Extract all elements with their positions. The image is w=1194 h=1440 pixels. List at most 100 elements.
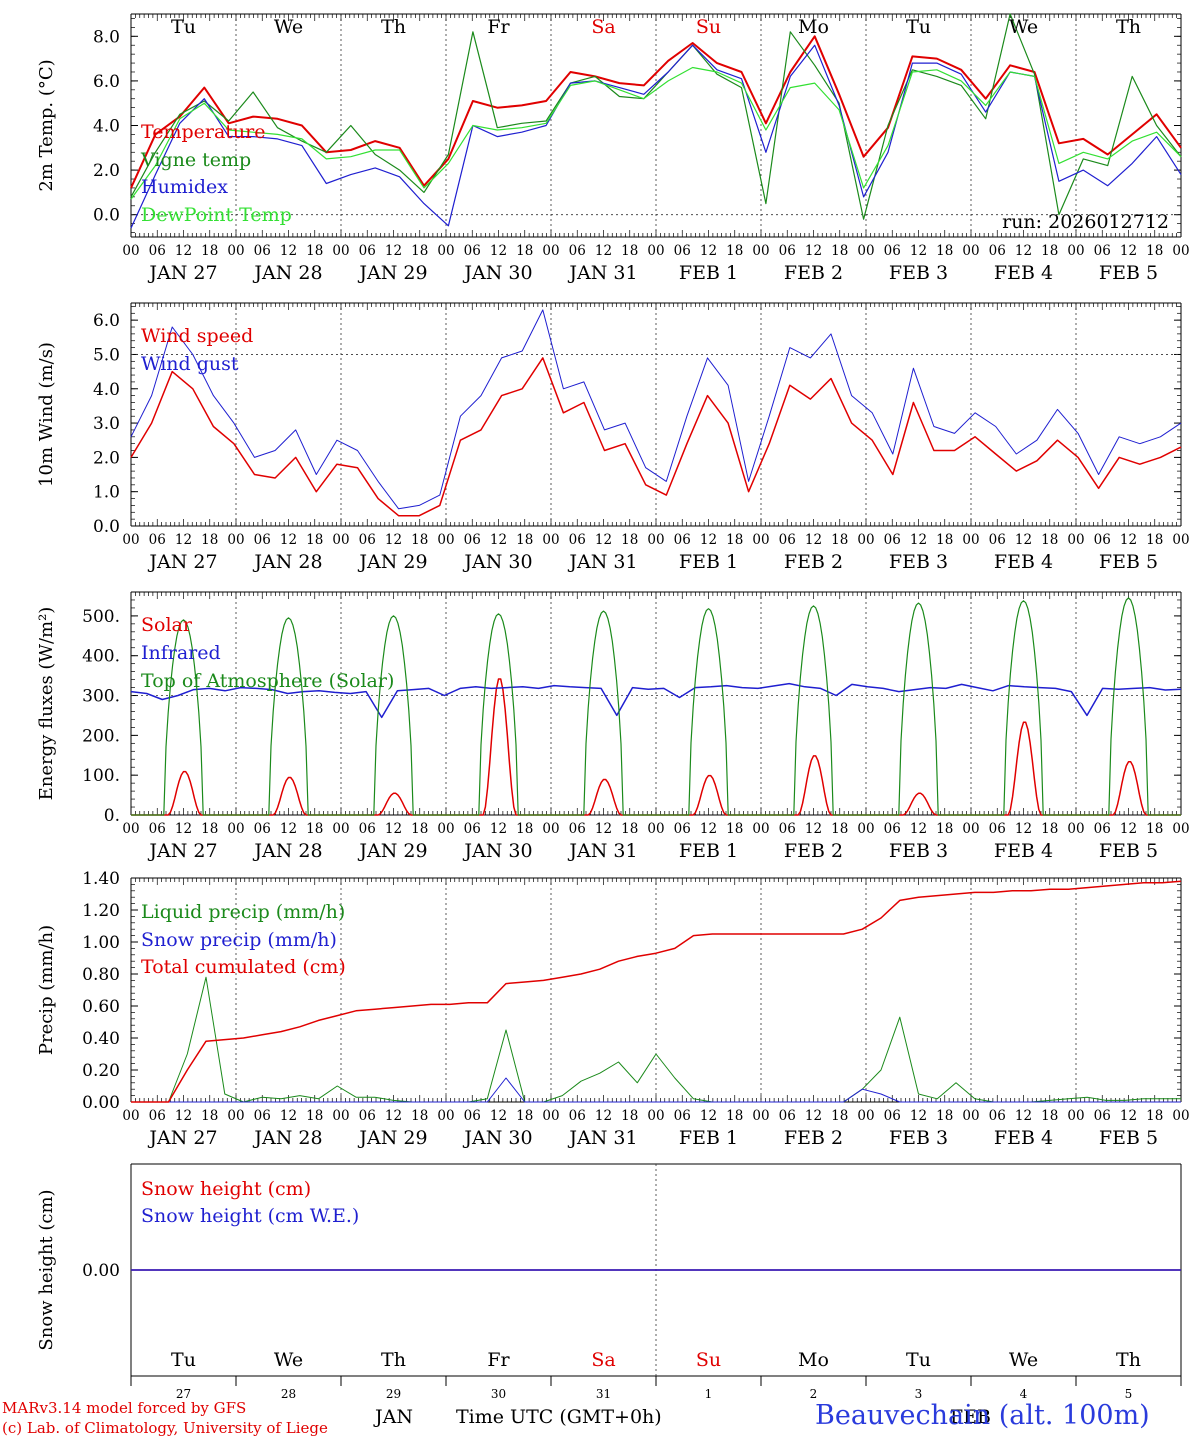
hour-label: 18 <box>516 821 533 837</box>
hour-label: 12 <box>490 532 507 548</box>
hour-label: 00 <box>122 821 139 837</box>
day-number: 3 <box>915 1387 923 1401</box>
series-total-cumulated-cm <box>131 880 1182 1103</box>
hour-label: 18 <box>936 532 953 548</box>
hour-label: 18 <box>306 532 323 548</box>
hour-label: 12 <box>490 821 507 837</box>
hour-label: 12 <box>910 821 927 837</box>
y-tick-label: 2.0 <box>93 161 120 181</box>
hour-label: 12 <box>910 1108 927 1124</box>
day-number: 27 <box>176 1387 191 1401</box>
date-label: JAN 31 <box>567 551 637 573</box>
date-label: FEB 5 <box>1099 840 1158 862</box>
hour-label: 00 <box>962 532 979 548</box>
hour-label: 00 <box>752 821 769 837</box>
hour-label: 12 <box>280 243 297 259</box>
weekday-label-bottom: Sa <box>591 1349 615 1371</box>
weekday-label-bottom: Th <box>381 1349 406 1371</box>
hour-label: 06 <box>884 532 901 548</box>
hour-label: 18 <box>936 243 953 259</box>
hour-label: 12 <box>280 1108 297 1124</box>
legend-dewpoint-temp: DewPoint Temp <box>141 204 292 226</box>
hour-label: 00 <box>542 1108 559 1124</box>
legend-wind-gust: Wind gust <box>141 353 239 375</box>
hour-label: 18 <box>306 1108 323 1124</box>
hour-label: 00 <box>227 821 244 837</box>
y-axis-label: Energy fluxes (W/m²) <box>36 607 57 801</box>
hour-label: 00 <box>647 532 664 548</box>
legend-total-cumulated-cm: Total cumulated (cm) <box>141 956 346 978</box>
date-label: JAN 29 <box>357 1127 427 1149</box>
hour-label: 06 <box>149 243 166 259</box>
day-number: 5 <box>1125 1387 1133 1401</box>
hour-label: 12 <box>175 821 192 837</box>
hour-label: 00 <box>752 1108 769 1124</box>
hour-label: 06 <box>359 243 376 259</box>
hour-label: 12 <box>595 532 612 548</box>
hour-label: 12 <box>805 532 822 548</box>
date-label: JAN 27 <box>147 840 217 862</box>
weekday-label-bottom: Mo <box>798 1349 829 1371</box>
hour-label: 12 <box>1120 821 1137 837</box>
series-humidex <box>130 44 1182 229</box>
hour-label: 00 <box>227 243 244 259</box>
weekday-label-bottom: Tu <box>906 1349 931 1371</box>
weekday-label: Su <box>696 16 721 38</box>
hour-label: 06 <box>149 821 166 837</box>
hour-label: 12 <box>1015 821 1032 837</box>
date-label: FEB 4 <box>994 551 1053 573</box>
hour-label: 06 <box>674 821 691 837</box>
y-tick-label: 1.0 <box>93 483 120 503</box>
hour-label: 06 <box>569 1108 586 1124</box>
legend-infrared: Infrared <box>141 642 221 664</box>
hour-label: 06 <box>464 1108 481 1124</box>
hour-label: 18 <box>516 1108 533 1124</box>
hour-label: 18 <box>201 821 218 837</box>
hour-label: 06 <box>989 1108 1006 1124</box>
y-tick-label: 1.20 <box>82 901 120 921</box>
date-label: JAN 28 <box>252 262 322 284</box>
hour-label: 12 <box>385 1108 402 1124</box>
y-tick-label: 400. <box>82 647 120 667</box>
hour-label: 06 <box>674 243 691 259</box>
date-label: JAN 27 <box>147 262 217 284</box>
hour-label: 00 <box>962 1108 979 1124</box>
hour-label: 18 <box>726 821 743 837</box>
hour-label: 12 <box>175 1108 192 1124</box>
y-tick-label: 6.0 <box>93 311 120 331</box>
hour-label: 18 <box>1146 1108 1163 1124</box>
weekday-label: Mo <box>798 16 829 38</box>
hour-label: 06 <box>254 821 271 837</box>
hour-label: 12 <box>805 243 822 259</box>
hour-label: 06 <box>254 243 271 259</box>
date-label: JAN 27 <box>147 1127 217 1149</box>
hour-label: 18 <box>201 532 218 548</box>
hour-label: 06 <box>464 821 481 837</box>
date-label: FEB 2 <box>784 262 843 284</box>
hour-label: 00 <box>437 243 454 259</box>
y-tick-label: 8.0 <box>93 27 120 47</box>
hour-label: 06 <box>1094 243 1111 259</box>
hour-label: 12 <box>805 1108 822 1124</box>
hour-label: 06 <box>149 1108 166 1124</box>
legend-solar: Solar <box>141 614 193 636</box>
y-tick-label: 0.80 <box>82 965 120 985</box>
hour-label: 00 <box>1067 1108 1084 1124</box>
month-label-feb: FEB <box>950 1406 992 1428</box>
hour-label: 18 <box>1041 821 1058 837</box>
y-tick-label: 0.60 <box>82 997 120 1017</box>
y-tick-label: 300. <box>82 687 120 707</box>
hour-label: 00 <box>122 532 139 548</box>
hour-label: 00 <box>227 1108 244 1124</box>
weekday-label-bottom: Tu <box>171 1349 196 1371</box>
hour-label: 00 <box>1172 243 1189 259</box>
legend-humidex: Humidex <box>141 176 228 198</box>
hour-label: 12 <box>1015 243 1032 259</box>
hour-label: 00 <box>857 1108 874 1124</box>
hour-label: 00 <box>1172 1108 1189 1124</box>
hour-label: 00 <box>857 243 874 259</box>
date-label: JAN 31 <box>567 1127 637 1149</box>
weekday-label-bottom: Fr <box>487 1349 510 1371</box>
hour-label: 00 <box>437 532 454 548</box>
